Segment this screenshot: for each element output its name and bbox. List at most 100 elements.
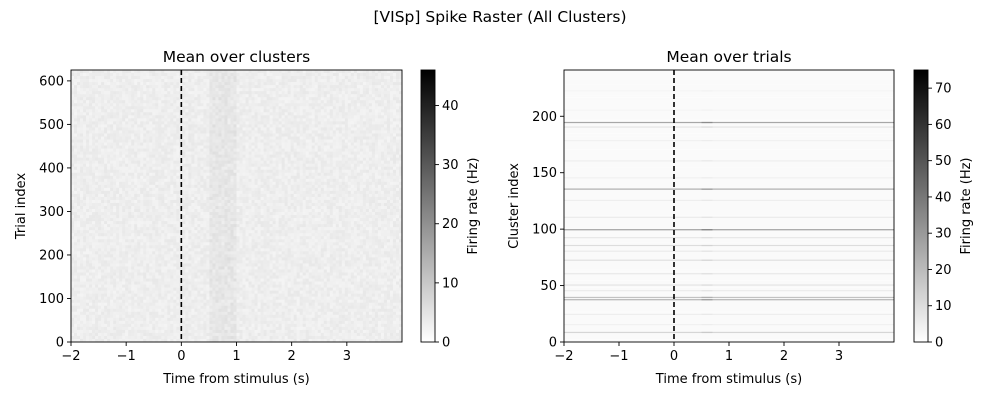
heatmap-cell [83, 190, 87, 195]
heatmap-cell [200, 127, 204, 131]
heatmap-cell [257, 112, 261, 116]
heatmap-cell [308, 124, 313, 128]
heatmap-cell [389, 106, 394, 110]
heatmap-cell [290, 142, 294, 146]
heatmap-cell [197, 148, 201, 152]
heatmap-cell [335, 91, 340, 95]
heatmap-cell [191, 109, 195, 113]
heatmap-cell [191, 97, 195, 101]
heatmap-cell [176, 151, 180, 155]
heatmap-cell [332, 130, 337, 134]
heatmap-cell [149, 115, 153, 119]
heatmap-cell [299, 181, 303, 186]
heatmap-cell [188, 202, 192, 207]
heatmap-cell [377, 175, 382, 180]
heatmap-cell [254, 199, 258, 204]
heatmap-cell [95, 202, 99, 207]
heatmap-cell [302, 172, 307, 177]
heatmap-cell [209, 121, 213, 125]
heatmap-cell [350, 184, 355, 189]
heatmap-cell [161, 190, 165, 195]
heatmap-cell [374, 79, 379, 83]
heatmap-cell [236, 91, 240, 95]
heatmap-cell [152, 206, 156, 210]
heatmap-cell [152, 145, 156, 149]
heatmap-cell [146, 172, 150, 177]
heatmap-cell [146, 109, 150, 113]
heatmap-cell [230, 145, 234, 149]
heatmap-cell [290, 160, 294, 164]
heatmap-cell [275, 133, 279, 137]
heatmap-cell [182, 115, 186, 119]
heatmap-cell [392, 175, 397, 180]
heatmap-cell [152, 148, 156, 152]
heatmap-cell [335, 184, 340, 189]
heatmap-cell [149, 91, 153, 95]
heatmap-cell [341, 115, 346, 119]
heatmap-cell [305, 196, 310, 201]
heatmap-cell [170, 70, 174, 74]
heatmap-cell [197, 76, 201, 80]
heatmap-cell [146, 103, 150, 107]
heatmap-cell [86, 70, 90, 74]
heatmap-cell [164, 109, 168, 113]
heatmap-cell [299, 100, 303, 104]
heatmap-cell [95, 190, 99, 195]
heatmap-cell [377, 118, 382, 122]
heatmap-cell [77, 136, 81, 140]
heatmap-cell [302, 187, 307, 192]
heatmap-cell [245, 169, 249, 174]
heatmap-cell [206, 184, 210, 189]
heatmap-cell [185, 130, 189, 134]
heatmap-cell [209, 163, 213, 168]
heatmap-cell [152, 190, 156, 195]
heatmap-cell [296, 190, 300, 195]
heatmap-cell [254, 73, 258, 77]
heatmap-cell [344, 148, 349, 152]
heatmap-cell [164, 124, 168, 128]
heatmap-cell [305, 112, 310, 116]
heatmap-cell [233, 190, 237, 195]
heatmap-cell [185, 79, 189, 83]
heatmap-cell [347, 136, 352, 140]
heatmap-cell [296, 154, 300, 158]
heatmap-cell [338, 103, 343, 107]
heatmap-cell [116, 124, 120, 128]
heatmap-cell [110, 196, 114, 201]
heatmap-cell [194, 118, 198, 122]
heatmap-cell [125, 206, 129, 210]
heatmap-cell [335, 127, 340, 131]
heatmap-cell [128, 181, 132, 186]
heatmap-cell [89, 79, 93, 83]
heatmap-cell [83, 100, 87, 104]
heatmap-cell [356, 97, 361, 101]
heatmap-cell [326, 181, 331, 186]
heatmap-image [71, 70, 402, 342]
heatmap-cell [398, 127, 402, 131]
heatmap-cell [239, 190, 243, 195]
heatmap-cell [398, 181, 402, 186]
heatmap-cell [158, 166, 162, 171]
heatmap-cell [122, 154, 126, 158]
heatmap-cell [170, 136, 174, 140]
heatmap-cell [203, 190, 207, 195]
heatmap-cell [281, 196, 285, 201]
heatmap-cell [248, 199, 252, 204]
heatmap-cell [206, 91, 210, 95]
heatmap-cell [317, 136, 322, 140]
heatmap-cell [377, 160, 382, 164]
heatmap-cell [374, 172, 379, 177]
heatmap-cell [383, 100, 388, 104]
heatmap-cell [368, 151, 373, 155]
heatmap-cell [242, 157, 246, 161]
heatmap-cell [221, 154, 225, 158]
heatmap-cell [125, 91, 129, 95]
heatmap-cell [83, 85, 87, 89]
heatmap-cell [308, 70, 313, 74]
heatmap-cell [278, 175, 282, 180]
heatmap-cell [359, 190, 364, 195]
heatmap-cell [104, 103, 108, 107]
heatmap-cell [143, 172, 147, 177]
heatmap-cell [119, 202, 123, 207]
heatmap-cell [113, 206, 117, 210]
